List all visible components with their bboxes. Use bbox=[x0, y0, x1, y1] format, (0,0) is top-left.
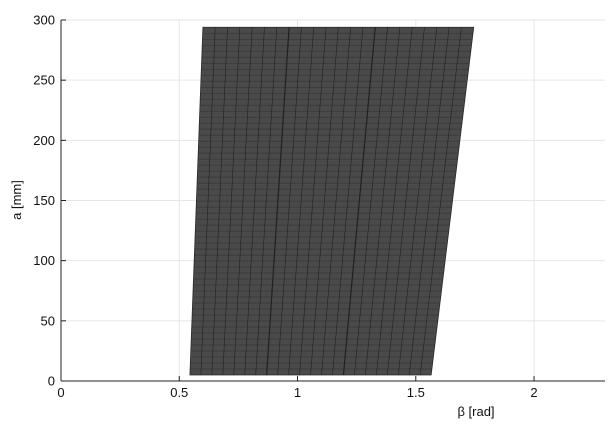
y-tick-label: 100 bbox=[33, 253, 55, 268]
mesh-column-line bbox=[288, 27, 315, 376]
x-tick-label: 2 bbox=[530, 385, 537, 400]
mesh-column-line bbox=[342, 27, 376, 376]
mesh-column-line bbox=[408, 27, 450, 376]
mesh-column-line bbox=[211, 27, 228, 375]
mesh-column-line bbox=[419, 27, 462, 376]
y-tick-label: 250 bbox=[33, 73, 55, 88]
mesh-column-line bbox=[376, 27, 413, 376]
region-layer bbox=[189, 26, 475, 376]
mesh-column-line bbox=[397, 27, 438, 376]
y-tick-label: 50 bbox=[41, 313, 55, 328]
x-tick-label: 0.5 bbox=[170, 385, 188, 400]
mesh-column-line bbox=[332, 27, 364, 376]
mesh-column-line bbox=[386, 27, 425, 376]
mesh-column-line bbox=[310, 27, 339, 376]
mesh-column-line bbox=[277, 27, 302, 376]
mesh-column-line bbox=[321, 27, 351, 376]
mesh-column-line bbox=[233, 27, 253, 375]
x-axis-label: β [rad] bbox=[457, 404, 494, 419]
x-tick-label: 0 bbox=[57, 385, 64, 400]
mesh-column-line bbox=[299, 27, 327, 376]
mesh-column-line bbox=[200, 27, 216, 375]
ticks-layer: 0 0.5 1 1.5 2 0 50 100 150 200 250 300 bbox=[33, 13, 537, 401]
mesh-column-line bbox=[266, 27, 290, 376]
x-tick-label: 1.5 bbox=[407, 385, 425, 400]
mesh-column-line bbox=[354, 27, 388, 376]
mesh-column-line bbox=[255, 27, 278, 376]
y-tick-label: 150 bbox=[33, 193, 55, 208]
x-tick-label: 1 bbox=[294, 385, 301, 400]
y-tick-label: 0 bbox=[48, 374, 55, 389]
y-axis-label: a [mm] bbox=[9, 180, 24, 220]
y-tick-label: 300 bbox=[33, 13, 55, 28]
mesh-column-line bbox=[244, 27, 265, 376]
mesh-column-line bbox=[365, 27, 401, 376]
mesh-column-line bbox=[222, 27, 241, 375]
y-tick-label: 200 bbox=[33, 133, 55, 148]
